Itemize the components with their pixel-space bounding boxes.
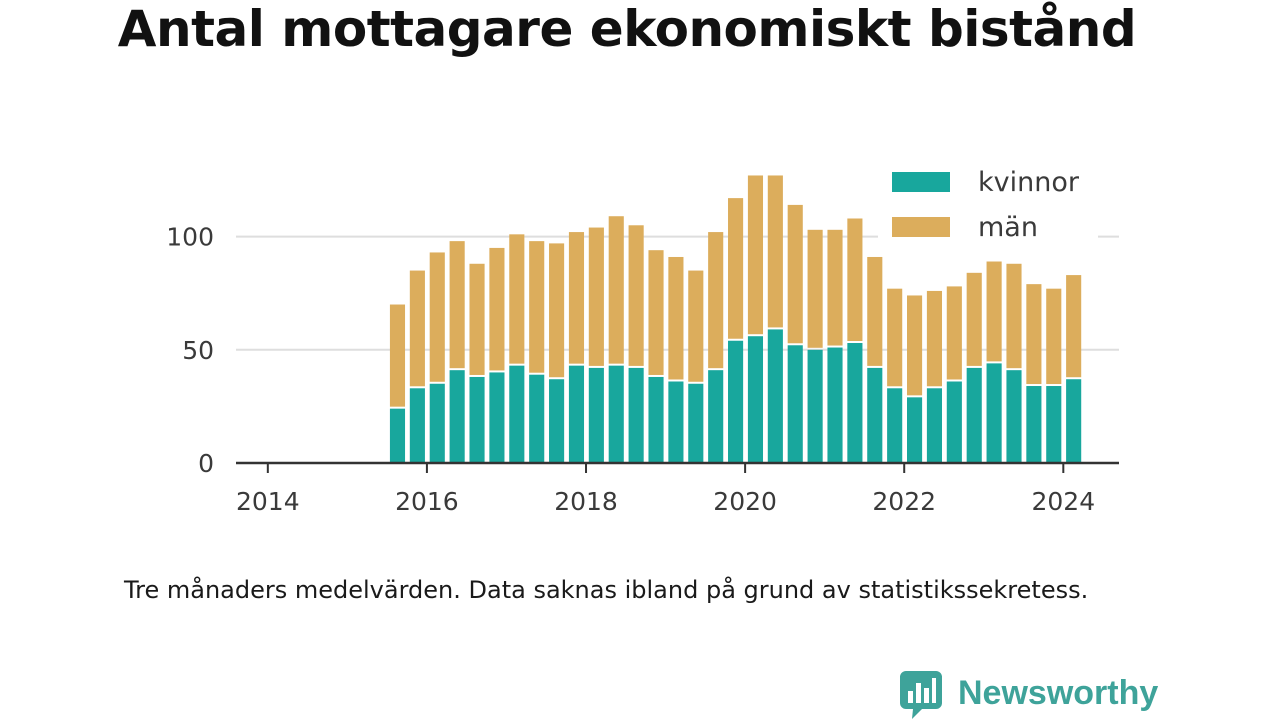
bar-män-27: [926, 290, 943, 387]
bar-kvinnor-4: [469, 376, 485, 463]
y-tick-label: 100: [166, 223, 214, 252]
bar-kvinnor-5: [489, 372, 505, 463]
legend-label-kvinnor: kvinnor: [978, 167, 1080, 198]
legend-swatch-män: [892, 217, 950, 237]
bar-män-11: [608, 216, 624, 364]
brand-name: Newsworthy: [958, 674, 1159, 712]
bar-kvinnor-1: [409, 388, 425, 463]
bar-kvinnor-8: [549, 379, 565, 463]
legend: kvinnor män: [878, 160, 1098, 243]
bar-kvinnor-30: [986, 363, 1002, 463]
bar-män-7: [529, 241, 545, 373]
bar-kvinnor-10: [588, 367, 604, 463]
bar-män-3: [449, 241, 465, 369]
bar-kvinnor-3: [449, 370, 465, 463]
bar-kvinnor-34: [1066, 379, 1082, 463]
bar-män-28: [946, 286, 962, 380]
x-tick-label: 2018: [554, 487, 618, 516]
bar-män-14: [668, 256, 684, 380]
bar-män-2: [429, 252, 445, 382]
y-tick-label: 0: [198, 449, 214, 478]
bar-kvinnor-17: [728, 340, 744, 463]
bar-män-20: [787, 204, 803, 344]
x-tick-label: 2014: [236, 487, 300, 516]
bar-män-0: [389, 304, 406, 407]
x-tick-label: 2016: [395, 487, 459, 516]
bar-män-9: [568, 232, 585, 364]
bar-kvinnor-16: [708, 370, 724, 463]
bar-kvinnor-33: [1046, 386, 1062, 463]
bar-kvinnor-31: [1006, 370, 1022, 463]
bar-män-17: [728, 198, 744, 339]
bar-män-4: [469, 263, 485, 375]
footnote: Tre månaders medelvärden. Data saknas ib…: [124, 576, 1089, 604]
bar-män-30: [986, 261, 1002, 362]
bar-män-21: [807, 229, 823, 348]
stacked-bar-chart: 0 50 100 2014 2016 2018 2020 2022 2024 kvinnor mä…: [166, 160, 1119, 516]
bar-män-10: [588, 227, 604, 366]
bar-kvinnor-2: [429, 383, 445, 463]
bar-kvinnor-27: [926, 388, 943, 463]
bar-kvinnor-9: [568, 365, 585, 463]
bar-kvinnor-6: [509, 365, 525, 463]
legend-swatch-kvinnor: [892, 172, 950, 192]
bar-män-13: [648, 250, 664, 375]
x-tick-label: 2024: [1032, 487, 1096, 516]
bar-kvinnor-19: [767, 329, 783, 463]
bar-män-22: [827, 229, 843, 346]
bar-män-29: [966, 272, 982, 366]
bar-kvinnor-0: [389, 408, 406, 463]
x-tick-label: 2022: [872, 487, 936, 516]
axes: 0 50 100 2014 2016 2018 2020 2022 2024: [166, 223, 1119, 516]
x-tick-label: 2020: [713, 487, 777, 516]
bar-män-5: [489, 247, 505, 371]
bar-män-12: [628, 225, 644, 366]
bar-kvinnor-12: [628, 367, 644, 463]
bar-kvinnor-14: [668, 381, 684, 463]
bar-män-16: [708, 232, 724, 369]
bar-kvinnor-21: [807, 349, 823, 463]
bar-kvinnor-24: [867, 367, 883, 463]
bar-kvinnor-23: [847, 343, 863, 463]
bar-män-8: [549, 243, 565, 378]
bar-kvinnor-25: [887, 388, 903, 463]
bar-kvinnor-18: [747, 336, 764, 463]
bar-män-32: [1026, 284, 1042, 385]
bar-män-6: [509, 234, 525, 364]
bar-kvinnor-28: [946, 381, 962, 463]
bar-kvinnor-15: [688, 383, 704, 463]
bar-män-24: [867, 256, 883, 366]
bar-män-23: [847, 218, 863, 342]
bar-män-18: [747, 175, 764, 335]
bar-män-26: [907, 295, 923, 396]
bar-kvinnor-11: [608, 365, 624, 463]
bar-män-15: [688, 270, 704, 382]
bar-män-1: [409, 270, 425, 387]
chart-title: Antal mottagare ekonomiskt bistånd: [117, 0, 1137, 58]
bar-chart-speech-bubble-icon: [900, 671, 942, 719]
bar-män-33: [1046, 288, 1062, 385]
bar-män-19: [767, 175, 783, 328]
bar-kvinnor-22: [827, 347, 843, 463]
bar-män-25: [887, 288, 903, 387]
bar-män-31: [1006, 263, 1022, 369]
y-tick-label: 50: [182, 336, 214, 365]
bars: [389, 175, 1082, 463]
bar-kvinnor-29: [966, 367, 982, 463]
bar-kvinnor-20: [787, 345, 803, 463]
bar-män-34: [1066, 275, 1082, 378]
legend-label-män: män: [978, 212, 1038, 243]
bar-kvinnor-7: [529, 374, 545, 463]
bar-kvinnor-32: [1026, 386, 1042, 463]
bar-kvinnor-26: [907, 397, 923, 463]
bar-kvinnor-13: [648, 376, 664, 463]
